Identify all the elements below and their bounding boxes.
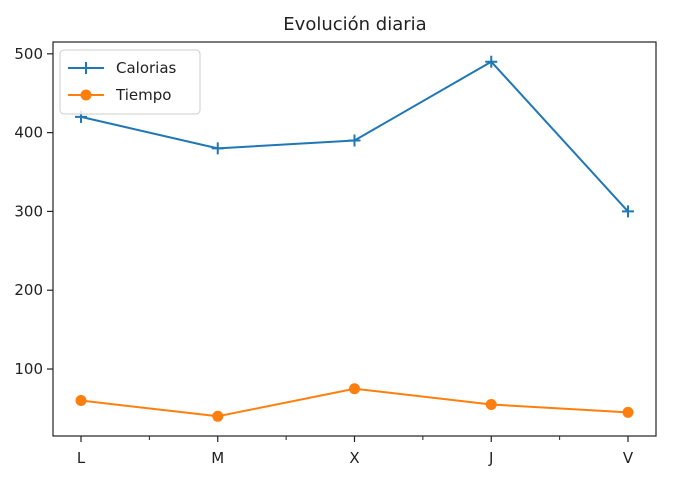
x-tick-label: M <box>211 449 224 467</box>
x-tick-label: X <box>349 449 359 467</box>
data-point <box>348 134 361 147</box>
data-point <box>622 205 634 218</box>
data-point <box>211 142 224 155</box>
x-tick-label: L <box>77 449 86 467</box>
data-point <box>485 55 498 68</box>
legend-label: Tiempo <box>115 86 171 104</box>
plot-area <box>75 55 634 422</box>
data-point <box>485 398 497 410</box>
data-point <box>622 406 634 418</box>
y-tick-label: 500 <box>14 45 43 63</box>
legend: Calorias Tiempo <box>59 49 201 115</box>
legend-marker-circle <box>80 89 92 101</box>
y-tick-label: 300 <box>14 202 43 220</box>
legend-label: Calorias <box>116 59 177 77</box>
data-point <box>75 395 87 407</box>
y-tick-label: 200 <box>14 281 43 299</box>
data-point <box>349 383 360 395</box>
x-tick-label: V <box>623 449 634 467</box>
x-tick-label: J <box>488 449 493 467</box>
axes: L M X J V 100 200 300 400 500 <box>14 45 634 467</box>
legend-box <box>59 49 201 115</box>
data-point <box>212 410 224 422</box>
legend-marker-plus <box>80 62 92 74</box>
y-tick-label: 100 <box>14 360 43 378</box>
chart-title: Evolución diaria <box>283 14 426 35</box>
y-tick-label: 400 <box>14 124 43 142</box>
